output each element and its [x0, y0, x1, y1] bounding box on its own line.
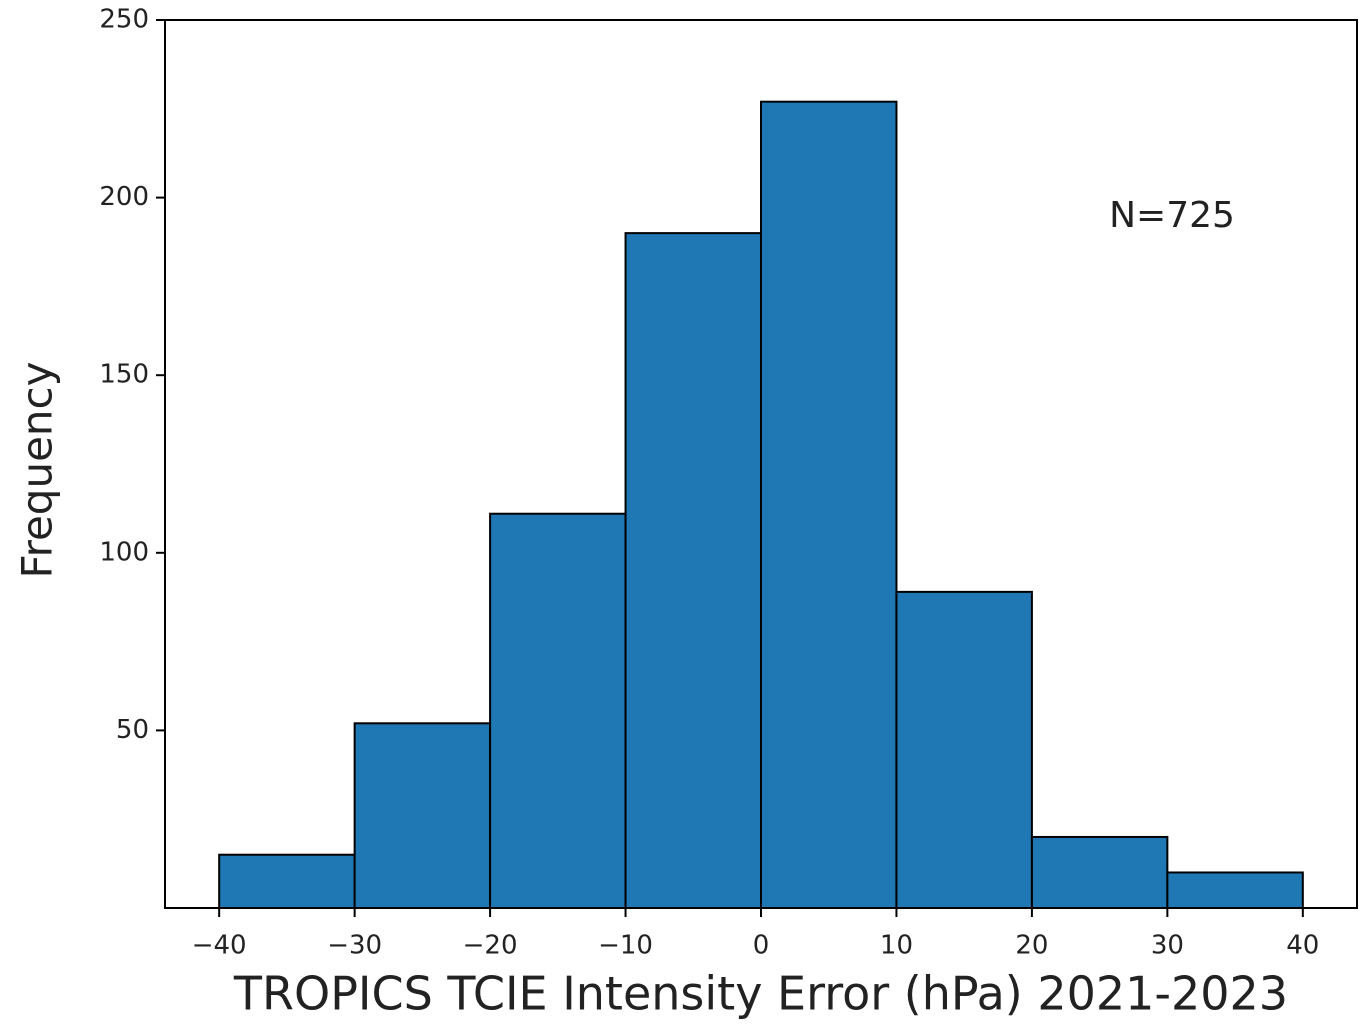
x-tick-label: −40	[192, 931, 247, 961]
y-axis-label: Frequency	[13, 362, 62, 579]
bar	[895, 590, 1033, 909]
bar	[489, 512, 627, 910]
annotation: N=725	[1109, 195, 1235, 236]
x-tick-label: −30	[327, 931, 382, 961]
y-tick-label: 50	[116, 715, 149, 745]
x-tick-label: 0	[753, 931, 770, 961]
bar	[353, 722, 492, 910]
bar	[624, 232, 763, 909]
x-tick-label: −20	[463, 931, 518, 961]
bar	[760, 100, 898, 910]
y-tick-label: 100	[99, 537, 149, 567]
x-tick-label: 30	[1151, 931, 1184, 961]
bar	[1030, 835, 1169, 910]
y-tick-label: 250	[99, 5, 149, 35]
x-tick-label: −10	[598, 931, 653, 961]
bar	[218, 853, 356, 909]
x-tick-label: 40	[1286, 931, 1319, 961]
x-tick-label: 10	[880, 931, 913, 961]
x-tick-label: 20	[1015, 931, 1048, 961]
y-tick-label: 200	[99, 182, 149, 212]
x-axis-label: TROPICS TCIE Intensity Error (hPa) 2021-…	[233, 967, 1288, 1021]
bar	[1166, 871, 1304, 909]
y-tick-label: 150	[99, 360, 149, 390]
